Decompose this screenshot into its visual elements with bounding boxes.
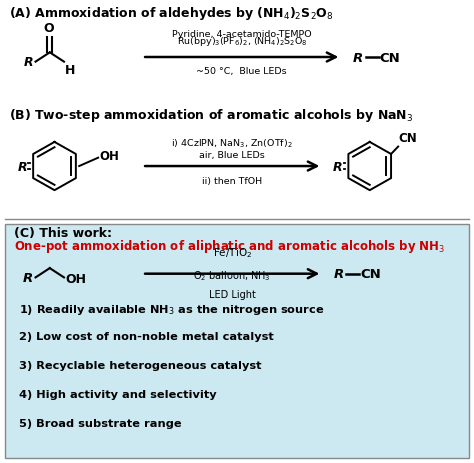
Text: O$_2$ balloon, NH$_3$: O$_2$ balloon, NH$_3$ <box>193 269 271 282</box>
Text: CN: CN <box>380 51 401 64</box>
Text: Ru(bpy)$_3$(PF$_6$)$_2$, (NH$_4$)$_2$S$_2$O$_8$: Ru(bpy)$_3$(PF$_6$)$_2$, (NH$_4$)$_2$S$_… <box>176 35 307 48</box>
Text: 4) High activity and selectivity: 4) High activity and selectivity <box>19 389 217 400</box>
Text: 5) Broad substrate range: 5) Broad substrate range <box>19 419 182 429</box>
Text: H: H <box>65 64 75 77</box>
Text: O: O <box>44 22 54 35</box>
Text: R: R <box>353 51 364 64</box>
Text: (B) Two-step ammoxidation of aromatic alcohols by NaN$_3$: (B) Two-step ammoxidation of aromatic al… <box>9 106 414 124</box>
Text: Fe/TiO$_2$: Fe/TiO$_2$ <box>213 245 252 259</box>
Text: CN: CN <box>399 131 418 144</box>
Text: One-pot ammoxidation of aliphatic and aromatic alcohols by NH$_3$: One-pot ammoxidation of aliphatic and ar… <box>14 237 445 254</box>
Text: R: R <box>334 268 345 281</box>
Text: LED Light: LED Light <box>209 289 255 299</box>
Text: air, Blue LEDs: air, Blue LEDs <box>200 150 265 159</box>
Text: i) 4CzIPN, NaN$_3$, Zn(OTf)$_2$: i) 4CzIPN, NaN$_3$, Zn(OTf)$_2$ <box>172 138 293 150</box>
Text: 1) Readily available NH$_3$ as the nitrogen source: 1) Readily available NH$_3$ as the nitro… <box>19 302 324 316</box>
Text: 2) Low cost of non-noble metal catalyst: 2) Low cost of non-noble metal catalyst <box>19 331 273 341</box>
Bar <box>5 225 469 458</box>
Text: R: R <box>23 271 33 284</box>
Text: OH: OH <box>99 150 119 163</box>
Text: ii) then TfOH: ii) then TfOH <box>202 176 262 185</box>
Text: Pyridine, 4-acetamido-TEMPO: Pyridine, 4-acetamido-TEMPO <box>172 31 311 39</box>
Text: R: R <box>333 160 343 173</box>
Text: OH: OH <box>65 273 86 286</box>
Text: 3) Recyclable heterogeneous catalyst: 3) Recyclable heterogeneous catalyst <box>19 360 262 370</box>
Text: R: R <box>18 160 27 173</box>
Text: (C) This work:: (C) This work: <box>14 227 112 240</box>
Text: CN: CN <box>360 268 381 281</box>
Text: R: R <box>24 56 33 69</box>
Text: (A) Ammoxidation of aldehydes by (NH$_4$)$_2$S$_2$O$_8$: (A) Ammoxidation of aldehydes by (NH$_4$… <box>9 5 334 22</box>
Text: ~50 °C,  Blue LEDs: ~50 °C, Blue LEDs <box>196 67 287 75</box>
